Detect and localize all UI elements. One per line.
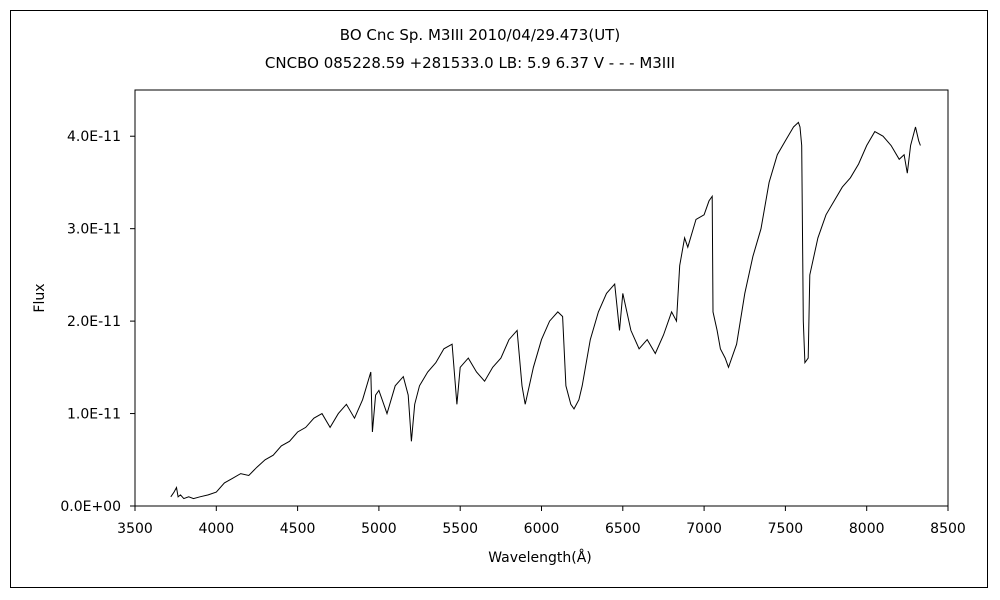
spectrum-line — [170, 121, 921, 500]
x-tick-label: 6000 — [524, 521, 560, 537]
x-tick-label: 4500 — [280, 521, 316, 537]
x-tick-label: 8000 — [849, 521, 885, 537]
x-tick-label: 7500 — [768, 521, 804, 537]
y-axis: 0.0E+00 1.0E-11 2.0E-11 3.0E-11 4.0E-11 — [60, 129, 135, 515]
x-tick-label: 6500 — [605, 521, 641, 537]
chart-subtitle: CNCBO 085228.59 +281533.0 LB: 5.9 6.37 V… — [265, 54, 675, 72]
y-tick-label: 2.0E-11 — [67, 314, 121, 330]
x-axis: 3500 4000 4500 5000 5500 6000 6500 7000 7500 8000… — [117, 506, 966, 537]
y-axis-label: Flux — [32, 283, 48, 312]
x-tick-label: 5500 — [442, 521, 478, 537]
x-tick-label: 8500 — [930, 521, 966, 537]
y-tick-label: 3.0E-11 — [67, 222, 121, 238]
y-tick-label: 0.0E+00 — [60, 499, 121, 515]
x-tick-label: 5000 — [361, 521, 397, 537]
plot-area — [134, 89, 949, 507]
x-tick-label: 4000 — [198, 521, 234, 537]
y-tick-label: 1.0E-11 — [67, 407, 121, 423]
chart-title: BO Cnc Sp. M3III 2010/04/29.473(UT) — [340, 26, 620, 44]
x-tick-label: 3500 — [117, 521, 153, 537]
chart-frame — [10, 10, 988, 588]
x-axis-label: Wavelength(Å) — [488, 549, 592, 566]
y-tick-label: 4.0E-11 — [67, 129, 121, 145]
x-tick-label: 7000 — [686, 521, 722, 537]
